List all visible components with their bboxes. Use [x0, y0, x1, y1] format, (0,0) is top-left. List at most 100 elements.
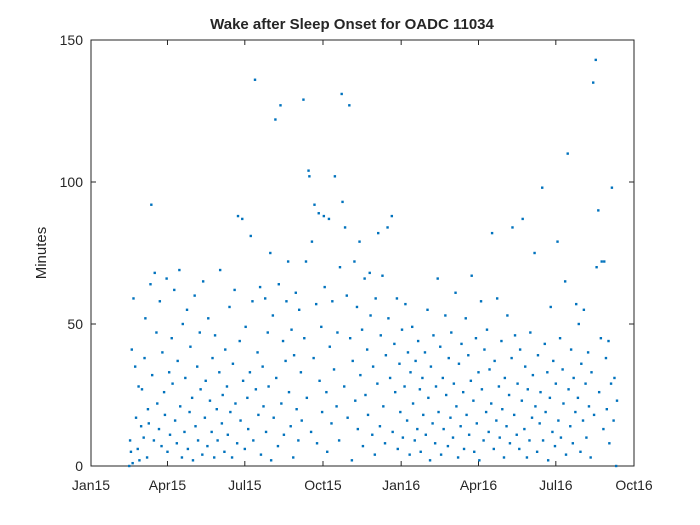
data-point [615, 399, 619, 402]
data-point [474, 337, 478, 340]
data-point [302, 98, 305, 101]
data-point [173, 419, 177, 422]
data-point [130, 348, 133, 351]
data-point [388, 376, 392, 380]
data-point [173, 288, 176, 292]
data-point [450, 331, 453, 334]
data-point [259, 453, 263, 456]
data-point [515, 433, 518, 436]
data-point [292, 354, 296, 357]
data-point [361, 444, 365, 448]
data-point [201, 453, 204, 456]
data-point [587, 405, 591, 408]
data-point [510, 356, 513, 360]
data-point [246, 396, 249, 400]
data-point [518, 447, 521, 451]
data-point [343, 226, 347, 229]
data-point [167, 371, 171, 374]
data-point [469, 379, 473, 382]
data-point [233, 288, 236, 292]
data-point [128, 439, 132, 442]
data-point [168, 433, 172, 436]
data-point [276, 444, 280, 448]
data-point [574, 410, 577, 414]
data-point [267, 385, 270, 388]
data-point [356, 427, 360, 431]
data-point [346, 416, 349, 419]
data-point [132, 297, 135, 300]
data-point [416, 339, 420, 343]
data-point [147, 422, 150, 425]
data-point [364, 393, 367, 397]
data-point [373, 453, 377, 456]
data-point [323, 285, 326, 289]
data-point [533, 251, 536, 255]
data-point [449, 416, 452, 419]
data-point [423, 351, 427, 354]
data-point [196, 439, 200, 442]
data-point [434, 385, 438, 388]
data-point [136, 447, 139, 451]
data-point [264, 430, 268, 434]
data-point [211, 356, 214, 360]
data-point [553, 444, 557, 448]
data-point [605, 408, 609, 411]
data-point [511, 226, 514, 229]
data-point [138, 459, 141, 462]
data-point [253, 78, 257, 81]
data-point [241, 379, 245, 382]
data-point [599, 337, 603, 340]
data-point [552, 359, 555, 363]
data-point [566, 152, 569, 155]
data-point [208, 399, 212, 402]
data-point [300, 419, 303, 422]
data-point [218, 371, 221, 374]
data-point [269, 251, 272, 255]
data-point [597, 209, 600, 212]
data-point [432, 334, 435, 337]
data-point [353, 260, 356, 263]
data-point [524, 365, 527, 368]
data-point [539, 390, 542, 394]
data-point [546, 459, 550, 462]
data-point [421, 376, 424, 380]
data-point [404, 302, 407, 306]
data-point [512, 413, 516, 417]
data-point [521, 217, 524, 221]
data-point [220, 422, 224, 425]
data-point [557, 419, 560, 422]
data-point [181, 322, 184, 326]
data-point [495, 419, 498, 422]
data-point [419, 450, 422, 453]
data-point [442, 427, 445, 431]
data-point [150, 373, 154, 377]
data-point [213, 456, 216, 459]
data-point [428, 459, 432, 462]
data-point [551, 430, 554, 434]
data-point [228, 305, 231, 309]
data-point [520, 399, 524, 402]
data-point [345, 294, 348, 297]
data-point [455, 405, 458, 408]
data-point [365, 348, 369, 351]
data-point [332, 368, 336, 371]
data-point [191, 459, 195, 462]
data-point [478, 459, 481, 462]
data-point [406, 351, 410, 354]
data-point [210, 430, 213, 434]
data-point [299, 371, 303, 374]
data-point [554, 382, 558, 385]
data-point [204, 379, 207, 382]
data-point [318, 379, 321, 382]
data-point [186, 447, 190, 451]
data-point [580, 362, 583, 365]
data-point [280, 402, 283, 405]
data-point [612, 419, 615, 422]
data-point [139, 425, 143, 428]
data-point [387, 317, 390, 320]
data-point [529, 331, 532, 334]
data-point [333, 175, 337, 178]
data-point [445, 393, 448, 397]
data-point [513, 334, 517, 337]
data-point [518, 348, 522, 351]
